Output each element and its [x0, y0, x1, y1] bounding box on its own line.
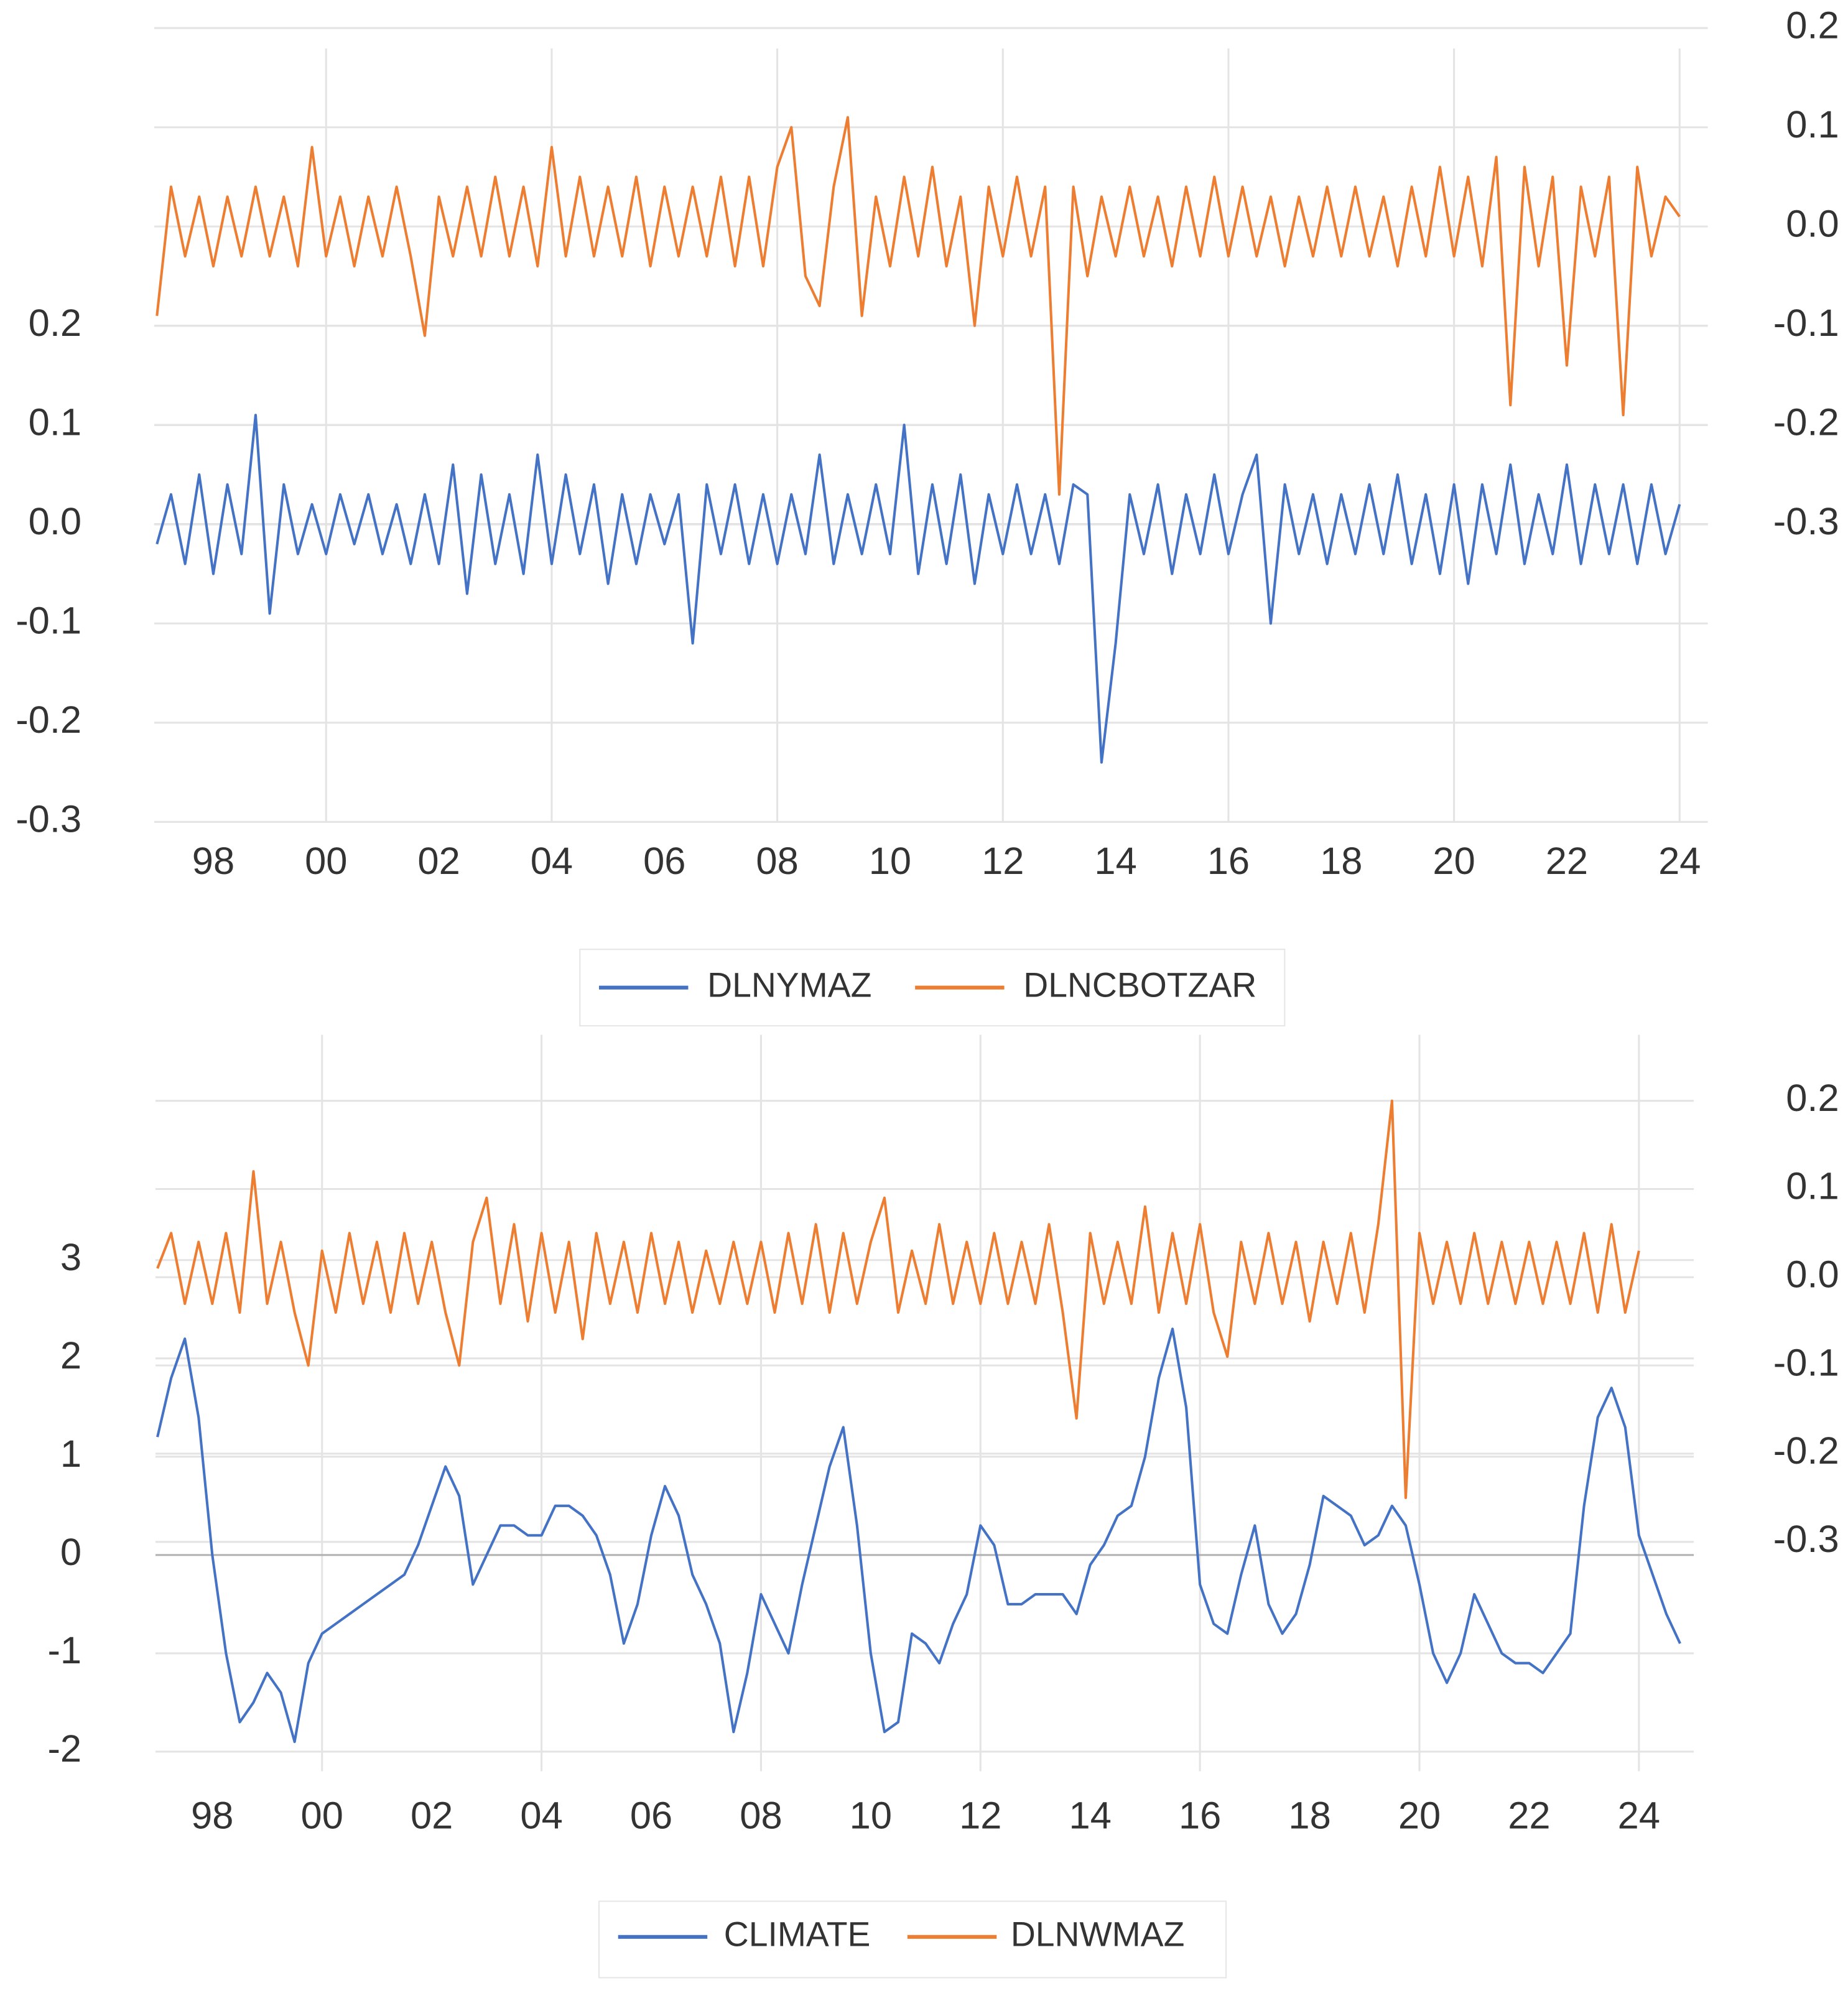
x-tick-label: 02 — [411, 1795, 453, 1837]
x-tick-label: 14 — [1069, 1795, 1112, 1837]
y-tick-label: 0.1 — [29, 401, 81, 444]
x-tick-label: 18 — [1288, 1795, 1330, 1837]
y-tick-label: -0.1 — [16, 600, 81, 643]
x-tick-label: 06 — [630, 1795, 672, 1837]
series-line — [156, 116, 1681, 496]
x-tick-label: 20 — [1432, 840, 1475, 883]
y-tick-label: 1 — [60, 1433, 81, 1475]
y2-tick-label: 0.2 — [1786, 4, 1839, 47]
x-tick-label: 98 — [192, 840, 234, 883]
y-tick-label: 0 — [60, 1531, 81, 1574]
x-tick-label: 12 — [959, 1795, 1001, 1837]
x-tick-label: 20 — [1398, 1795, 1441, 1837]
y2-tick-label: 0.1 — [1786, 1165, 1839, 1208]
y2-tick-label: -0.1 — [1773, 302, 1839, 345]
x-tick-label: 22 — [1508, 1795, 1550, 1837]
y2-tick-label: -0.1 — [1773, 1341, 1839, 1384]
y-tick-label: 2 — [60, 1334, 81, 1377]
x-tick-label: 04 — [531, 840, 573, 883]
legend-label: DLNWMAZ — [1011, 1915, 1185, 1953]
y2-tick-label: 0.0 — [1786, 202, 1839, 245]
y-tick-label: 3 — [60, 1236, 81, 1279]
legend-box — [598, 1900, 1227, 1979]
y-tick-label: 0.2 — [29, 302, 81, 345]
x-tick-label: 08 — [740, 1795, 782, 1837]
y2-tick-label: -0.3 — [1773, 500, 1839, 543]
x-tick-label: 24 — [1618, 1795, 1660, 1837]
x-tick-label: 12 — [982, 840, 1024, 883]
x-tick-label: 10 — [869, 840, 911, 883]
y2-tick-label: 0.0 — [1786, 1253, 1839, 1296]
y2-tick-label: 0.1 — [1786, 103, 1839, 146]
y2-tick-label: -0.3 — [1773, 1518, 1839, 1561]
x-tick-label: 00 — [301, 1795, 343, 1837]
legend-label: CLIMATE — [724, 1915, 871, 1953]
x-tick-label: 16 — [1207, 840, 1250, 883]
series-line — [156, 1327, 1681, 1744]
x-tick-label: 16 — [1179, 1795, 1221, 1837]
legend-label: DLNCBOTZAR — [1023, 965, 1256, 1004]
x-tick-label: 98 — [191, 1795, 233, 1837]
x-tick-label: 22 — [1546, 840, 1588, 883]
series-line — [156, 1099, 1640, 1499]
x-tick-label: 10 — [850, 1795, 892, 1837]
y2-tick-label: -0.2 — [1773, 401, 1839, 444]
x-tick-label: 02 — [417, 840, 460, 883]
y-tick-label: -1 — [47, 1629, 81, 1672]
x-tick-label: 06 — [643, 840, 685, 883]
series-line — [156, 414, 1681, 764]
y2-tick-label: -0.2 — [1773, 1429, 1839, 1472]
x-tick-label: 00 — [305, 840, 347, 883]
x-tick-label: 14 — [1094, 840, 1136, 883]
x-tick-label: 24 — [1658, 840, 1701, 883]
y-tick-label: -2 — [47, 1727, 81, 1770]
legend-label: DLNYMAZ — [707, 965, 871, 1004]
y-tick-label: 0.0 — [29, 500, 81, 543]
x-tick-label: 08 — [756, 840, 798, 883]
x-tick-label: 04 — [520, 1795, 562, 1837]
x-tick-label: 18 — [1320, 840, 1362, 883]
y-tick-label: -0.3 — [16, 798, 81, 841]
y-tick-label: -0.2 — [16, 699, 81, 741]
y2-tick-label: 0.2 — [1786, 1077, 1839, 1120]
